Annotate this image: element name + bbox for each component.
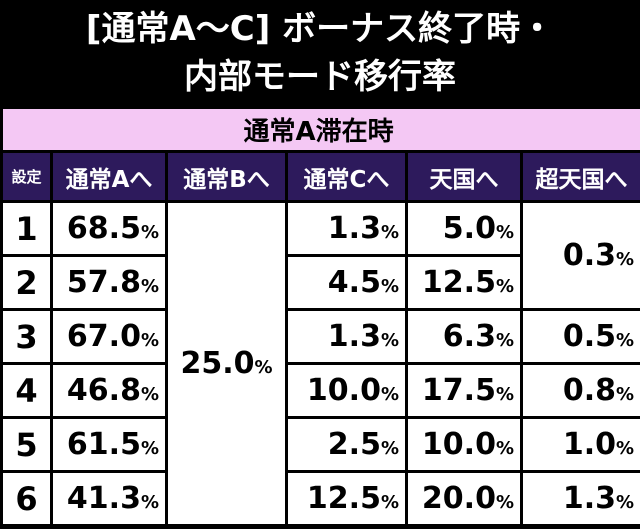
column-header: 天国へ: [405, 150, 523, 203]
cell: 2.5%: [285, 416, 408, 473]
column-header: 通常Aへ: [50, 150, 168, 203]
table: 通常A滞在時 設定 通常Aへ 通常Bへ 通常Cへ 天国へ 超天国へ 1 68.5% 25.0% 1…: [0, 106, 640, 527]
cell: 1.3%: [285, 308, 408, 365]
cell: 10.0%: [405, 416, 523, 473]
unit: %: [495, 492, 514, 513]
unit: %: [140, 384, 159, 405]
cell: 1.0%: [519, 416, 640, 473]
unit: %: [495, 276, 514, 297]
title: [通常A〜C] ボーナス終了時・ 内部モード移行率: [0, 0, 640, 106]
unit: %: [615, 249, 635, 270]
unit: %: [380, 384, 399, 405]
unit: %: [615, 438, 635, 459]
cell: 0.3%: [519, 200, 640, 311]
unit: %: [380, 276, 399, 297]
unit: %: [140, 438, 159, 459]
column-header: 設定: [0, 150, 53, 203]
cell: 68.5%: [50, 200, 168, 257]
table-row: 5 61.5% 2.5% 10.0% 1.0%: [0, 416, 640, 473]
cell: 1.3%: [519, 470, 640, 527]
unit: %: [495, 330, 514, 351]
unit: %: [495, 438, 514, 459]
header-row: 設定 通常Aへ 通常Bへ 通常Cへ 天国へ 超天国へ: [0, 150, 640, 203]
cell: 61.5%: [50, 416, 168, 473]
cell: 46.8%: [50, 362, 168, 419]
unit: %: [140, 330, 159, 351]
table-row: 2 57.8% 4.5% 12.5%: [0, 254, 640, 311]
cell: 67.0%: [50, 308, 168, 365]
unit: %: [495, 222, 514, 243]
cell: 0.5%: [519, 308, 640, 365]
cell: 12.5%: [405, 254, 523, 311]
table-row: 1 68.5% 25.0% 1.3% 5.0% 0.3%: [0, 200, 640, 527]
unit: %: [615, 330, 635, 351]
cell: 4.5%: [285, 254, 408, 311]
column-header: 通常Cへ: [285, 150, 408, 203]
setting: 2: [0, 254, 53, 311]
cell: 6.3%: [405, 308, 523, 365]
setting: 6: [0, 470, 53, 527]
unit: %: [140, 492, 159, 513]
unit: %: [254, 357, 273, 378]
cell: 1.3%: [285, 200, 408, 257]
unit: %: [380, 438, 399, 459]
table-row: 4 46.8% 10.0% 17.5% 0.8%: [0, 362, 640, 419]
cell: 20.0%: [405, 470, 523, 527]
unit: %: [615, 492, 635, 513]
setting: 1: [0, 200, 53, 257]
cell: 25.0%: [165, 200, 288, 527]
cell: 17.5%: [405, 362, 523, 419]
unit: %: [140, 276, 159, 297]
unit: %: [140, 222, 159, 243]
cell: 0.8%: [519, 362, 640, 419]
title-line: 内部モード移行率: [184, 57, 456, 97]
table-row: 3 67.0% 1.3% 6.3% 0.5%: [0, 308, 640, 365]
unit: %: [380, 330, 399, 351]
setting: 3: [0, 308, 53, 365]
table-subtitle: 通常A滞在時: [0, 106, 640, 153]
setting: 5: [0, 416, 53, 473]
unit: %: [615, 384, 635, 405]
unit: %: [495, 384, 514, 405]
column-header: 通常Bへ: [165, 150, 288, 203]
setting: 4: [0, 362, 53, 419]
unit: %: [380, 492, 399, 513]
unit: %: [380, 222, 399, 243]
cell: 10.0%: [285, 362, 408, 419]
cell: 57.8%: [50, 254, 168, 311]
title-line: [通常A〜C] ボーナス終了時・: [85, 9, 555, 49]
cell: 5.0%: [405, 200, 523, 257]
table-row: 6 41.3% 12.5% 20.0% 1.3%: [0, 470, 640, 527]
cell: 41.3%: [50, 470, 168, 527]
cell: 12.5%: [285, 470, 408, 527]
column-header: 超天国へ: [519, 150, 640, 203]
